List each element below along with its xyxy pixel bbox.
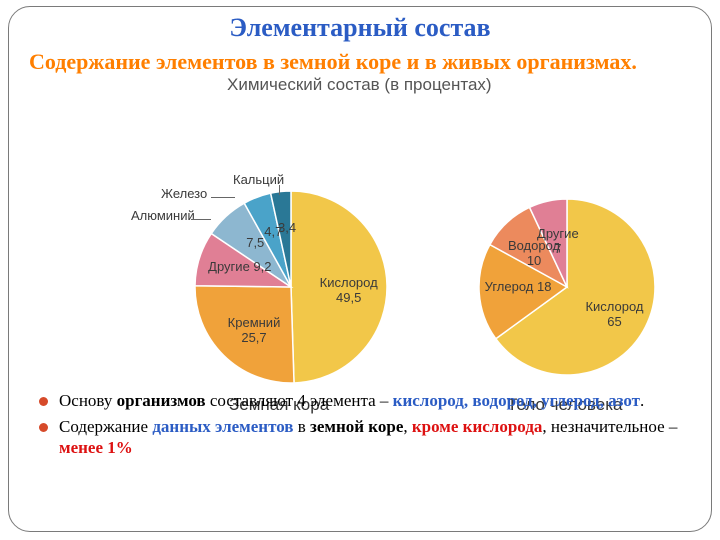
charts-area: Земная кора Тело человека АлюминийЖелезо…	[29, 79, 691, 389]
bullet-text-segment: организмов	[117, 391, 206, 410]
bullet-item: Содержание данных элементов в земной кор…	[59, 417, 691, 458]
bullet-text-segment: составляют 4 элемента –	[206, 391, 393, 410]
bullet-text-segment: в	[293, 417, 310, 436]
bullet-text-segment: кислород, водород, углерод, азот	[393, 391, 640, 410]
leader-line	[191, 219, 211, 220]
pie-external-label: Кальций	[233, 173, 284, 188]
bullet-text-segment: .	[640, 391, 644, 410]
bullet-text-segment: данных элементов	[152, 417, 293, 436]
bullet-text-segment: кроме кислорода	[412, 417, 543, 436]
leader-line	[279, 185, 280, 195]
pie-slice-label: Другие 9,2	[200, 260, 280, 275]
pie-slice-label: Углерод 18	[478, 280, 558, 295]
bullet-text-segment: ,	[403, 417, 412, 436]
pie-right	[29, 79, 709, 419]
bullet-text-segment: Основу	[59, 391, 117, 410]
pie-slice-label: Кислород 65	[574, 300, 654, 330]
bullet-text-segment: земной коре	[310, 417, 403, 436]
leader-line	[211, 197, 235, 198]
pie-slice-label: 3,4	[247, 221, 327, 236]
pie-external-label: Железо	[161, 187, 207, 202]
slide-frame: Элементарный состав Содержание элементов…	[8, 6, 712, 532]
bullet-text-segment: Содержание	[59, 417, 152, 436]
slide-title: Элементарный состав	[29, 13, 691, 43]
bullet-list: Основу организмов составляют 4 элемента …	[35, 391, 691, 459]
pie-external-label: Алюминий	[131, 209, 195, 224]
pie-slice-label: Кислород 49,5	[309, 276, 389, 306]
slide-subtitle: Содержание элементов в земной коре и в ж…	[29, 47, 691, 77]
bullet-text-segment: , незначительное –	[542, 417, 677, 436]
bullet-text-segment: менее 1%	[59, 438, 133, 457]
pie-slice-label: Кремний 25,7	[214, 316, 294, 346]
pie-slice-label: Другие 7	[518, 227, 598, 257]
bullet-item: Основу организмов составляют 4 элемента …	[59, 391, 691, 412]
